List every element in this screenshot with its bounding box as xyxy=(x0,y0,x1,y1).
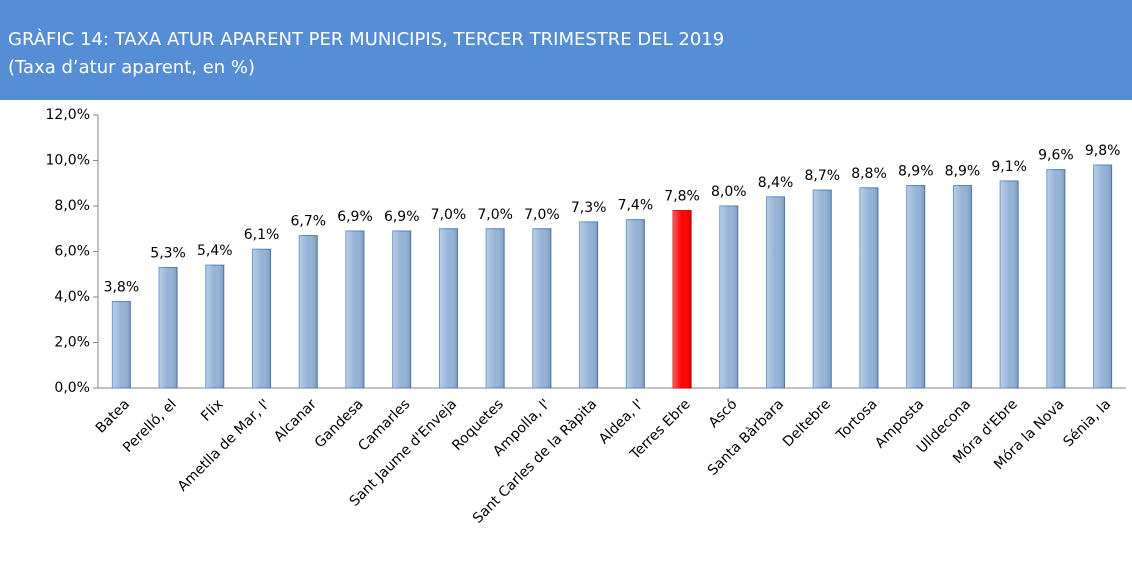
y-tick-label: 4,0% xyxy=(54,289,90,305)
x-tick-label: Tortosa xyxy=(833,396,881,444)
value-label: 8,9% xyxy=(898,164,934,180)
bar-shade xyxy=(579,221,598,388)
x-tick-label: Deltebre xyxy=(780,396,834,450)
value-label: 9,8% xyxy=(1085,143,1121,159)
bar-shade xyxy=(1093,165,1112,388)
bar-shade xyxy=(719,206,738,388)
x-tick-label: Ascó xyxy=(706,396,741,431)
value-label: 7,8% xyxy=(664,189,700,205)
chart-title: GRÀFIC 14: TAXA ATUR APARENT PER MUNICIP… xyxy=(8,28,724,50)
value-label: 8,7% xyxy=(804,168,840,184)
x-tick-label: Sénia, la xyxy=(1060,396,1114,450)
bar-shade xyxy=(205,265,224,388)
value-label: 7,3% xyxy=(571,200,607,216)
y-tick-label: 2,0% xyxy=(54,335,90,351)
bar-shade xyxy=(766,196,785,388)
value-label: 8,9% xyxy=(945,164,981,180)
value-label: 8,8% xyxy=(851,166,887,182)
y-tick-label: 0,0% xyxy=(54,380,90,396)
y-tick-label: 8,0% xyxy=(54,198,90,214)
bar-shade xyxy=(159,267,178,388)
bar-shade xyxy=(953,185,972,388)
value-label: 6,1% xyxy=(244,227,280,243)
bar-shade xyxy=(439,228,458,388)
value-label: 7,0% xyxy=(431,207,467,223)
value-label: 3,8% xyxy=(104,280,140,296)
value-label: 8,0% xyxy=(711,184,747,200)
value-label: 9,1% xyxy=(991,159,1027,175)
bar-shade xyxy=(906,185,925,388)
y-tick-label: 6,0% xyxy=(54,244,90,260)
x-tick-label: Batea xyxy=(93,396,133,436)
bar-shade xyxy=(673,210,692,388)
bar-shade xyxy=(112,301,131,388)
bar-shade xyxy=(813,190,832,388)
value-label: 6,9% xyxy=(384,209,420,225)
bar-shade xyxy=(299,235,318,388)
value-label: 5,3% xyxy=(150,245,186,261)
chart-subtitle: (Taxa d’atur aparent, en %) xyxy=(8,57,255,78)
y-tick-label: 10,0% xyxy=(46,153,90,169)
bar-shade xyxy=(486,228,505,388)
header-band xyxy=(0,0,1132,100)
value-label: 5,4% xyxy=(197,243,233,259)
x-tick-label: Ametlla de Mar, l' xyxy=(175,396,273,494)
value-label: 9,6% xyxy=(1038,148,1074,164)
bar-shade xyxy=(532,228,551,388)
bar-shade xyxy=(392,231,411,388)
value-label: 7,4% xyxy=(618,198,654,214)
bar-shade xyxy=(252,249,271,388)
value-label: 7,0% xyxy=(524,207,560,223)
bar-shade xyxy=(1046,169,1065,388)
bar-shade xyxy=(1000,180,1019,388)
value-label: 8,4% xyxy=(758,175,794,191)
bar-shade xyxy=(860,187,878,388)
bar-shade xyxy=(346,231,364,388)
value-label: 7,0% xyxy=(477,207,513,223)
x-tick-label: Flix xyxy=(198,396,226,424)
bar-shade xyxy=(626,219,645,388)
value-label: 6,9% xyxy=(337,209,373,225)
value-label: 6,7% xyxy=(290,214,326,230)
y-tick-label: 12,0% xyxy=(46,107,90,123)
